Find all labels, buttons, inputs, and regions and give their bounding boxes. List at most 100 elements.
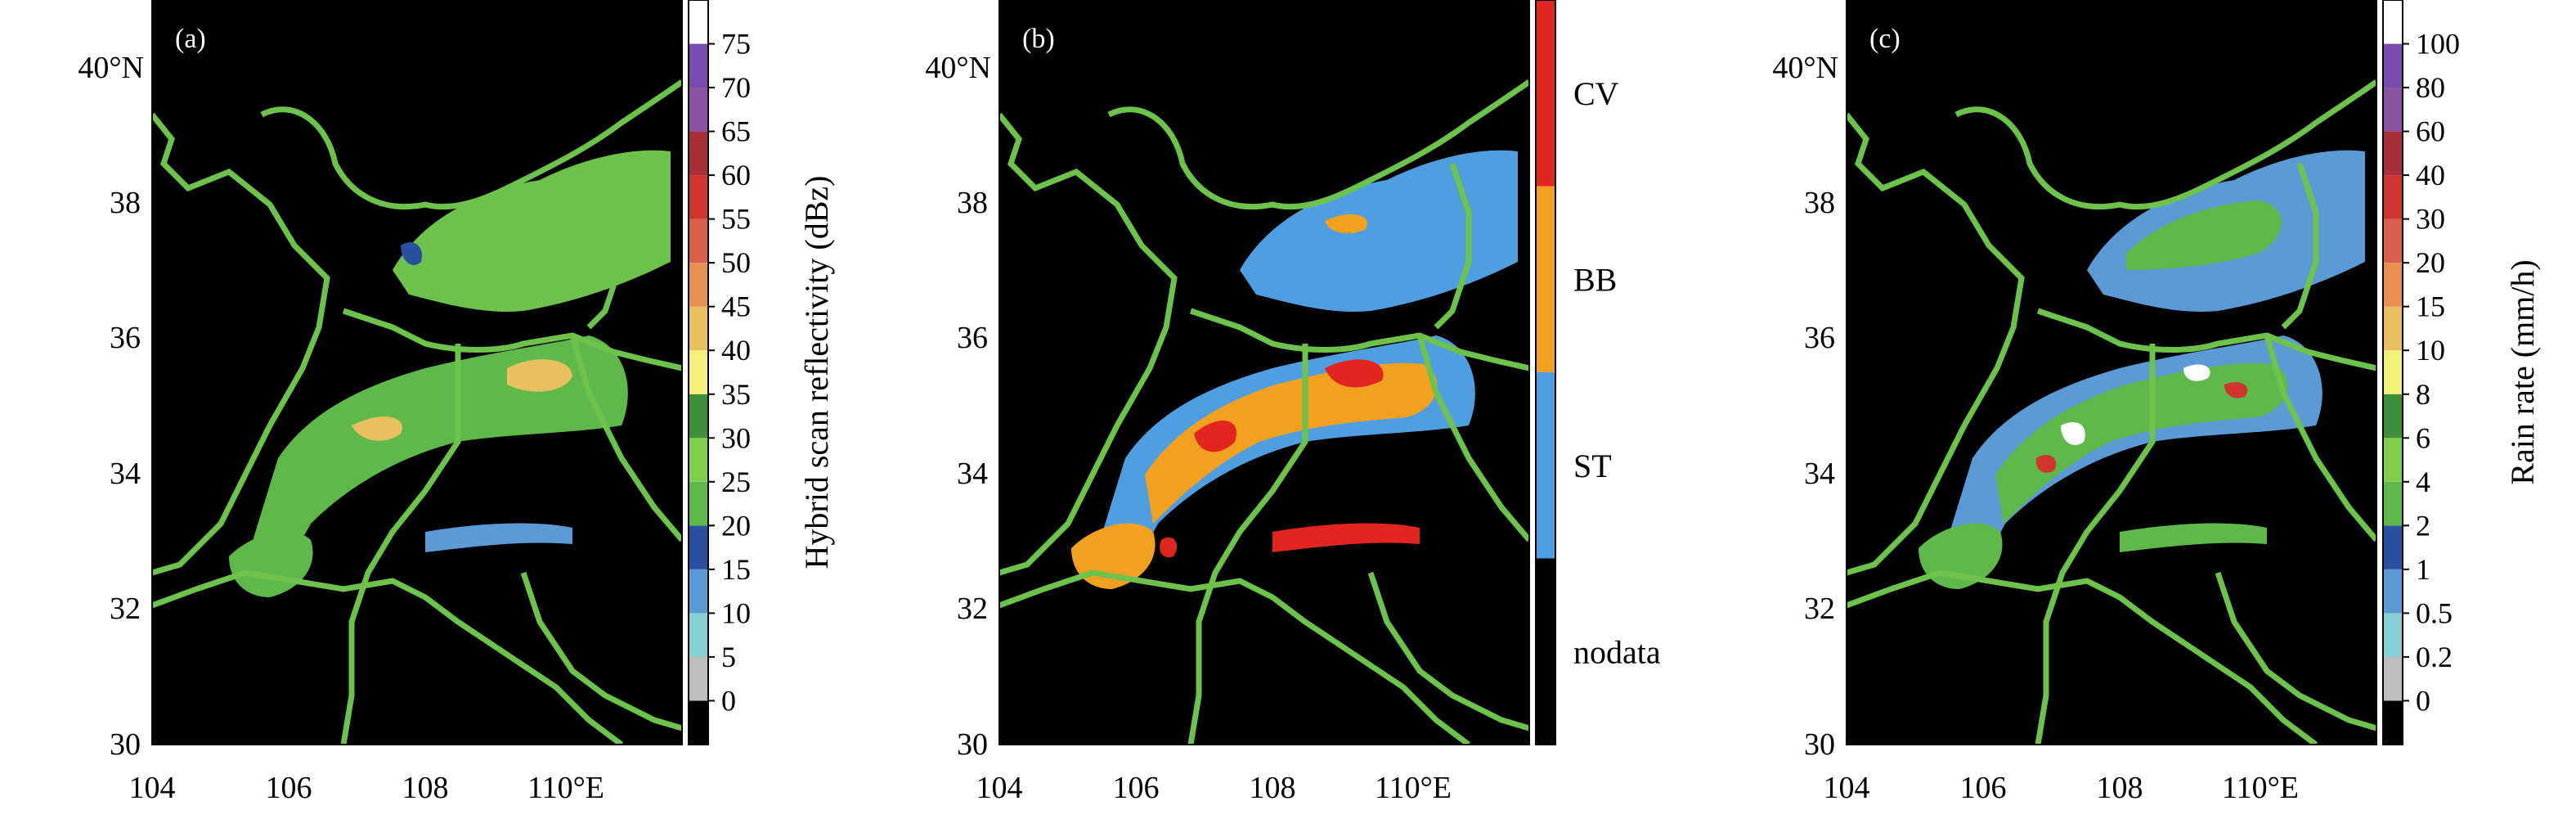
colorbar-a-swatch: [689, 569, 708, 614]
lat-tick-c-3: 36: [1804, 321, 1835, 355]
echo-heavy-c: [2061, 364, 2210, 445]
colorbar-c-tick-label: 10: [2416, 334, 2445, 367]
panel-b: (b) 30 32 34 36 38 40°N 104 106 108 110°…: [925, 0, 1661, 805]
precip-field-a: [229, 150, 671, 597]
colorbar-a-tick-label: 5: [721, 641, 736, 673]
colorbar-a-swatch: [689, 350, 708, 394]
colorbar-c-tick-label: 0.5: [2416, 596, 2453, 629]
boundaries-c: [1847, 79, 2376, 745]
lon-tick-a-0: 104: [129, 771, 176, 805]
echo-main-a: [245, 335, 628, 567]
echo-strip-a: [425, 523, 572, 552]
colorbar-a-swatch: [689, 394, 708, 439]
lat-tick-b-1: 32: [957, 592, 988, 626]
colorbar-c-swatch: [2383, 700, 2403, 745]
lon-tick-c-1: 106: [1960, 771, 2007, 805]
colorbar-c-swatch: [2383, 525, 2403, 569]
colorbar-a-tick-label: 70: [721, 71, 751, 104]
lon-tick-c-2: 108: [2097, 771, 2143, 805]
colorbar-c-swatch: [2383, 131, 2403, 176]
lon-tick-b-2: 108: [1250, 771, 1296, 805]
colorbar-c: [2382, 0, 2403, 745]
lon-tick-c-3: 110°E: [2222, 771, 2299, 805]
colorbar-a-tick-label: 65: [721, 115, 751, 148]
colorbar-title-a: Hybrid scan reflectivity (dBz): [798, 176, 835, 569]
colorbar-a-tick-label: 60: [721, 159, 751, 191]
colorbar-b-category-label: ST: [1573, 448, 1612, 484]
echo-north-b: [1240, 150, 1518, 312]
colorbar-c-tick-label: 0.2: [2416, 641, 2453, 673]
echo-strong-a: [507, 359, 572, 392]
colorbar-c-swatch: [2383, 613, 2403, 657]
echo-blue-edge-a: [401, 242, 422, 265]
colorbar-b-swatch: [1536, 372, 1555, 559]
colorbar-c-swatch: [2383, 218, 2403, 263]
colorbar-c-frame: [2382, 0, 2403, 745]
echo-bb-north-b: [1325, 214, 1367, 234]
colorbar-b-frame: [1535, 0, 1556, 745]
colorbar-b-category-label: BB: [1573, 261, 1617, 298]
lat-tick-c-1: 32: [1804, 592, 1835, 626]
colorbar-b-swatch: [1536, 558, 1555, 745]
lat-tick-b-5: 40°N: [925, 51, 991, 85]
colorbar-ticks-a: 0 5 10 15 20 25 30 35 40 45 50 55 60 65 70 75: [708, 28, 751, 717]
lon-tick-b-1: 106: [1113, 771, 1160, 805]
colorbar-a-swatch: [689, 0, 708, 44]
colorbar-c-swatch: [2383, 175, 2403, 219]
colorbar-a-tick-label: 50: [721, 246, 751, 279]
colorbar-a-tick-label: 55: [721, 203, 751, 236]
colorbar-a-tick-label: 10: [721, 596, 751, 629]
colorbar-c-swatch: [2383, 0, 2403, 44]
colorbar-a-swatch: [689, 656, 708, 701]
panel-label-c: (c): [1869, 24, 1901, 54]
axes-frame-c: [1846, 0, 2377, 745]
echo-strip-c: [2120, 523, 2267, 552]
colorbar-c-swatch: [2383, 350, 2403, 394]
colorbar-c-tick-label: 15: [2416, 290, 2445, 323]
colorbar-a-tick-label: 20: [721, 509, 751, 542]
lon-tick-b-3: 110°E: [1375, 771, 1452, 805]
panel-label-b: (b): [1022, 24, 1055, 54]
echo-north-a: [393, 150, 671, 312]
colorbar-a-swatch: [689, 700, 708, 745]
lon-tick-a-3: 110°E: [527, 771, 604, 805]
colorbar-c-tick-label: 100: [2416, 28, 2460, 61]
colorbar-c-tick-label: 20: [2416, 246, 2445, 279]
colorbar-b-category-label: CV: [1573, 75, 1619, 112]
colorbar-a-tick-label: 30: [721, 421, 751, 454]
axes-frame-a: [151, 0, 683, 745]
panel-label-a: (a): [175, 24, 206, 54]
colorbar-a-swatch: [689, 306, 708, 351]
lat-tick-c-5: 40°N: [1772, 51, 1838, 85]
lat-tick-b-4: 38: [957, 186, 988, 220]
colorbar-a-swatch: [689, 218, 708, 263]
lat-tick-c-2: 34: [1804, 457, 1835, 491]
boundaries-a: [152, 79, 682, 745]
lat-tick-a-0: 30: [110, 727, 141, 762]
echo-main-green-c: [1995, 362, 2288, 524]
lon-tick-a-2: 108: [402, 771, 449, 805]
lat-tick-c-0: 30: [1804, 727, 1835, 762]
colorbar-c-tick-label: 8: [2416, 378, 2430, 411]
colorbar-c-swatch: [2383, 88, 2403, 132]
colorbar-c-swatch: [2383, 481, 2403, 526]
colorbar-c-tick-label: 2: [2416, 509, 2430, 542]
colorbar-b-swatch: [1536, 186, 1555, 372]
lat-tick-b-3: 36: [957, 321, 988, 355]
colorbar-c-tick-label: 60: [2416, 115, 2445, 148]
colorbar-a-swatch: [689, 263, 708, 307]
lat-tick-a-2: 34: [110, 457, 141, 491]
colorbar-a-swatch: [689, 525, 708, 569]
echo-cv-b: [1160, 359, 1384, 558]
lat-tick-b-2: 34: [957, 457, 988, 491]
echo-strong-a2: [352, 416, 402, 441]
colorbar-a-tick-label: 75: [721, 28, 751, 61]
colorbar-a: [688, 0, 709, 745]
echo-strip-b: [1272, 523, 1420, 552]
panel-a: (a) 30 32 34 36 38 40°N 104 106 108 110°…: [78, 0, 835, 805]
lat-tick-b-0: 30: [957, 727, 988, 762]
colorbar-a-tick-label: 15: [721, 553, 751, 586]
colorbar-c-tick-label: 1: [2416, 553, 2430, 586]
colorbar-a-frame: [688, 0, 709, 745]
lat-tick-a-4: 38: [110, 186, 141, 220]
